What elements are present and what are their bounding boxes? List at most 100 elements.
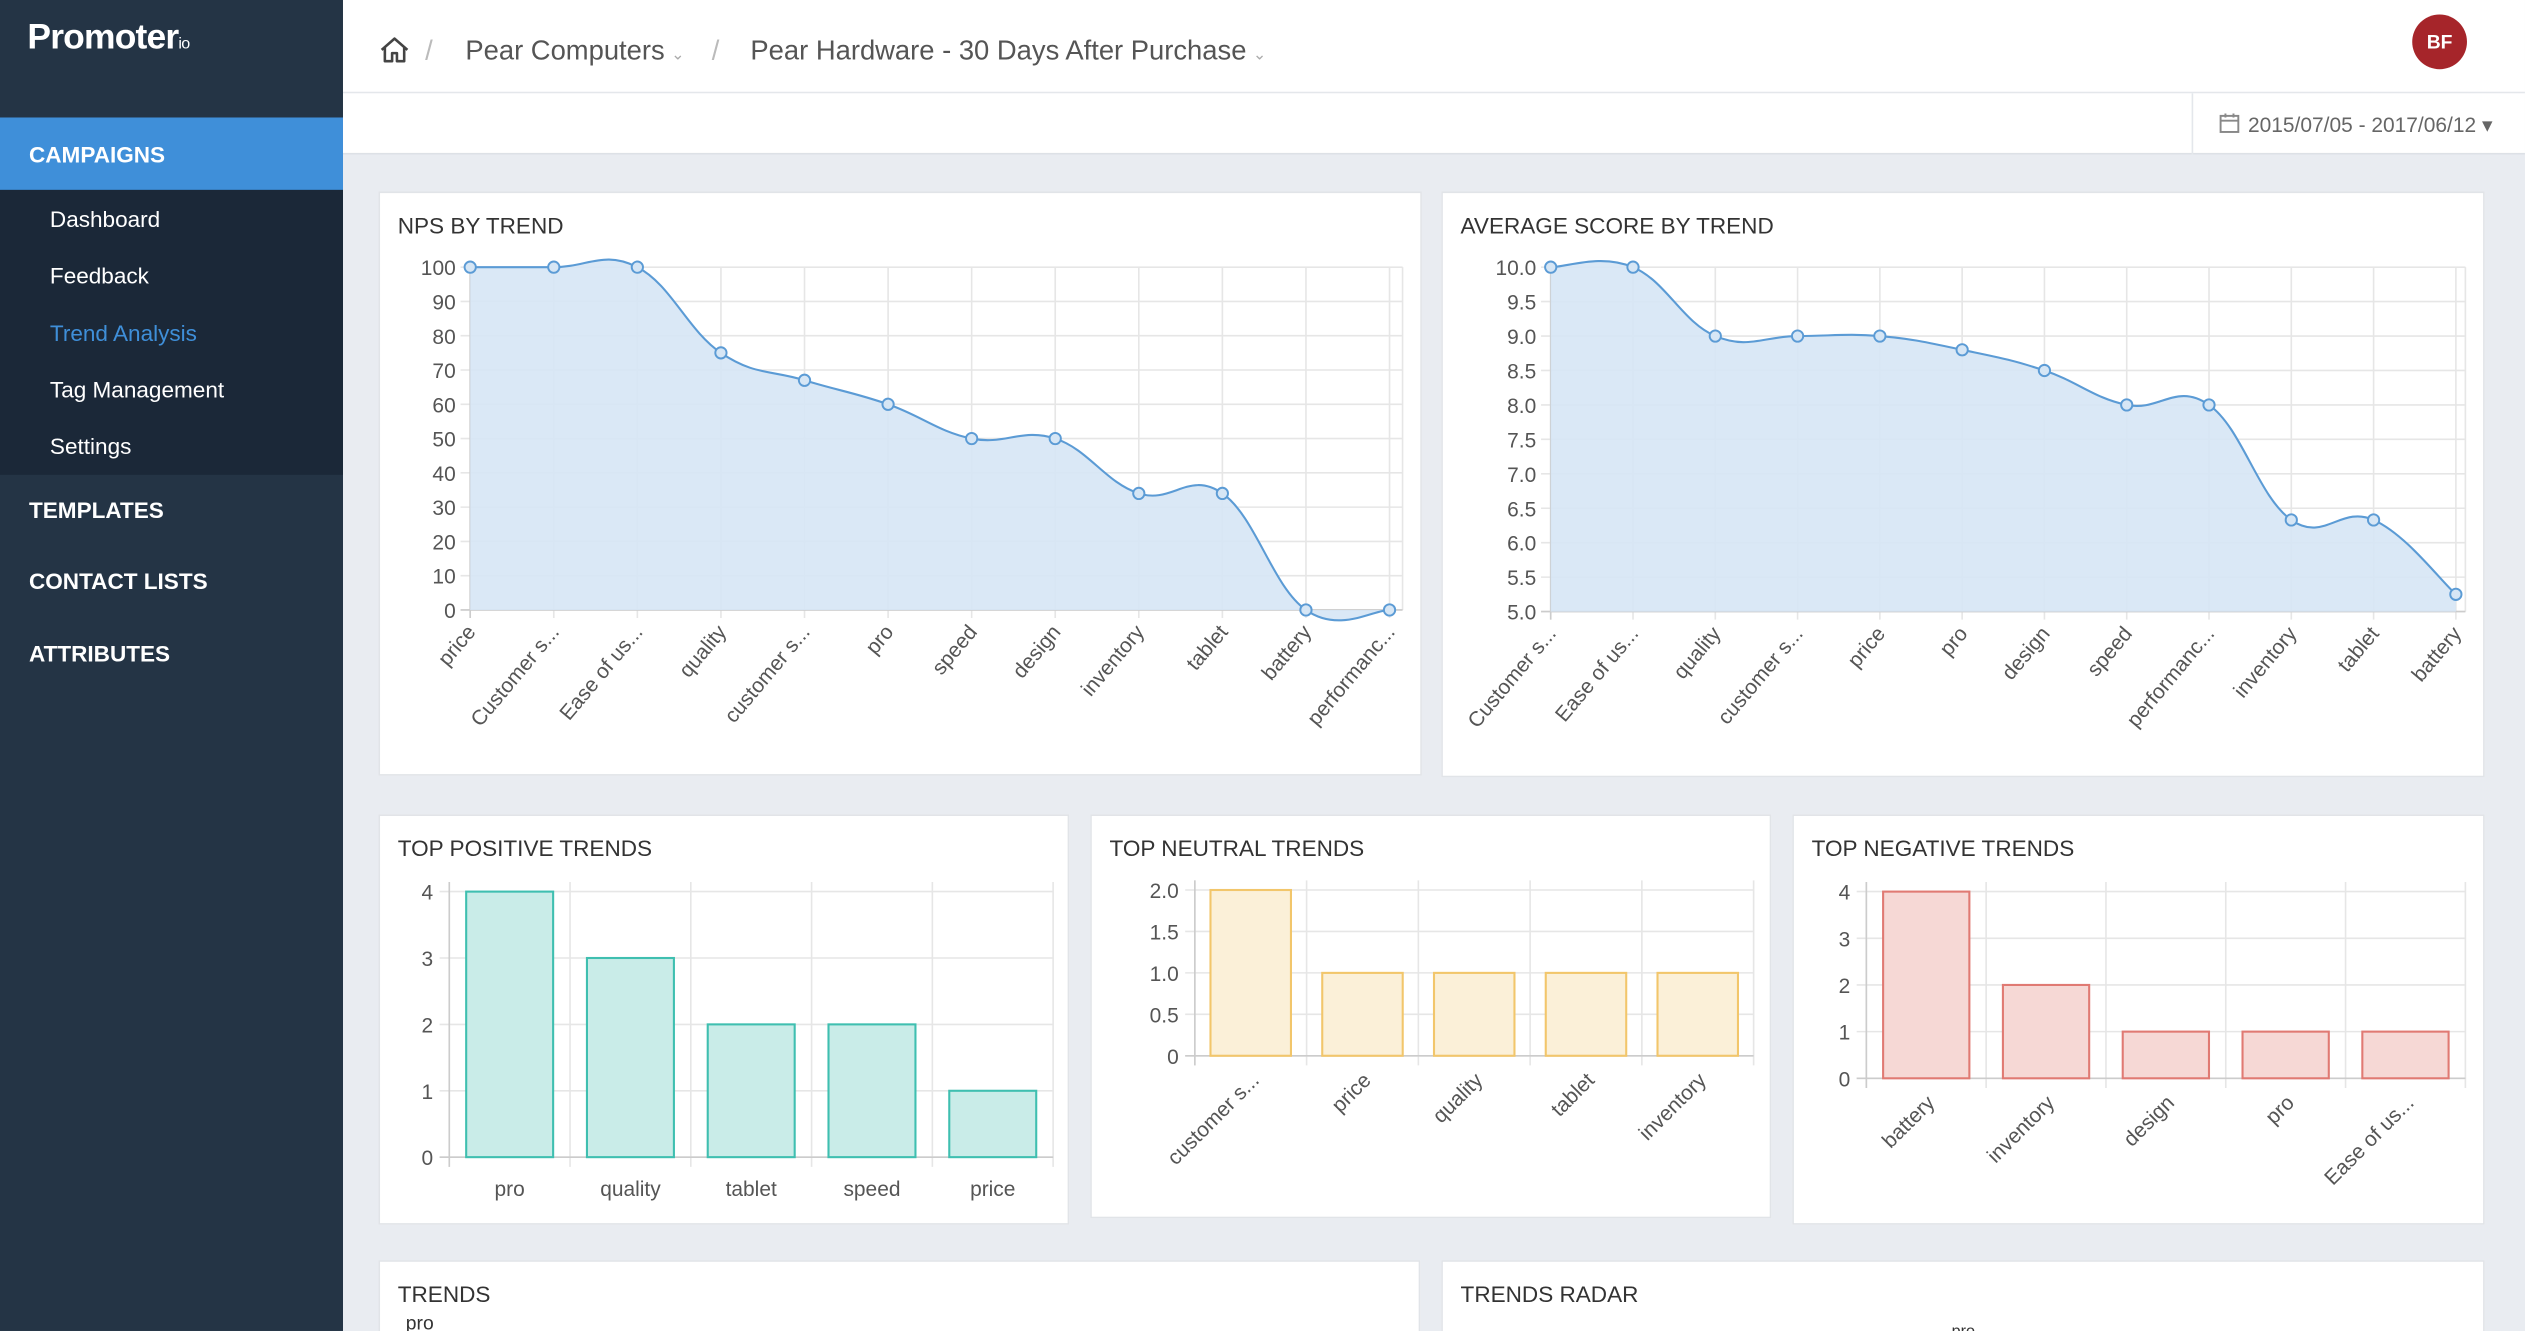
nav-campaigns-label: CAMPAIGNS bbox=[28, 141, 166, 168]
y-tick-label: 0 bbox=[444, 600, 456, 623]
data-point bbox=[714, 346, 728, 360]
y-tick-label: 8.5 bbox=[1507, 361, 1536, 384]
nav-campaigns[interactable]: CAMPAIGNS bbox=[0, 117, 343, 190]
breadcrumb-campaign[interactable]: Pear Hardware - 30 Days After Purchase ⌄ bbox=[750, 35, 1267, 66]
data-point bbox=[881, 397, 895, 411]
y-tick-label: 20 bbox=[432, 531, 455, 554]
data-point bbox=[2449, 587, 2463, 601]
bar bbox=[2241, 1030, 2330, 1080]
data-point bbox=[2037, 363, 2052, 378]
date-bar: 2015/07/05 - 2017/06/12 ▾ bbox=[342, 93, 2525, 155]
x-tick-label: Ease of us... bbox=[555, 621, 647, 725]
data-point bbox=[1955, 343, 1969, 357]
card-average-score-by-trend: AVERAGE SCORE BY TREND 5.0 5.5 6.0 6.5 7.0 7.… bbox=[1441, 191, 2485, 778]
card-trends: TRENDS pro bbox=[378, 1260, 1421, 1331]
y-tick-label: 0 bbox=[422, 1147, 434, 1170]
nav-contact-lists[interactable]: CONTACT LISTS bbox=[28, 568, 208, 594]
y-tick-label: 7.5 bbox=[1507, 429, 1536, 452]
data-point bbox=[630, 260, 644, 274]
user-avatar[interactable]: BF bbox=[2412, 14, 2467, 70]
bar bbox=[1432, 971, 1516, 1057]
card-top-positive-trends: TOP POSITIVE TRENDS 0 1 2 3 4 pro quality table… bbox=[378, 814, 1070, 1225]
x-tick-label: tablet bbox=[726, 1178, 777, 1201]
card-title: NPS BY TREND bbox=[397, 212, 564, 239]
data-point bbox=[463, 260, 477, 274]
x-tick-label: inventory bbox=[1635, 1068, 1712, 1145]
date-range-text: 2015/07/05 - 2017/06/12 ▾ bbox=[2247, 112, 2493, 137]
y-tick-label: 70 bbox=[432, 360, 455, 383]
y-tick-label: 4 bbox=[1839, 882, 1851, 905]
data-point bbox=[1873, 329, 1887, 343]
x-tick-label: battery bbox=[1258, 621, 1317, 685]
card-title: AVERAGE SCORE BY TREND bbox=[1460, 212, 1774, 239]
chevron-down-icon: ⌄ bbox=[671, 46, 685, 65]
trends-label: pro bbox=[405, 1311, 434, 1331]
subnav-tag-management[interactable]: Tag Management bbox=[49, 376, 225, 403]
y-tick-label: 30 bbox=[432, 497, 455, 520]
x-tick-label: quality bbox=[1669, 622, 1726, 683]
data-point bbox=[797, 373, 812, 387]
bar bbox=[2361, 1030, 2450, 1080]
y-tick-label: 0.5 bbox=[1150, 1004, 1179, 1027]
bar bbox=[1544, 971, 1628, 1057]
date-range-picker[interactable]: 2015/07/05 - 2017/06/12 ▾ bbox=[2191, 93, 2525, 155]
y-tick-label: 9.0 bbox=[1507, 326, 1536, 349]
y-tick-label: 3 bbox=[422, 948, 434, 971]
y-tick-label: 40 bbox=[432, 463, 455, 486]
bar bbox=[2001, 983, 2091, 1080]
nav-templates[interactable]: TEMPLATES bbox=[28, 497, 164, 524]
x-tick-label: pro bbox=[1935, 623, 1972, 661]
home-icon[interactable] bbox=[378, 35, 410, 64]
bar bbox=[948, 1089, 1038, 1159]
nav-attributes[interactable]: ATTRIBUTES bbox=[28, 640, 171, 667]
subnav-trend-analysis[interactable]: Trend Analysis bbox=[49, 320, 197, 347]
negative-chart: 0 1 2 3 4 battery inventory design pro Ease of us… bbox=[1839, 882, 2467, 1190]
bar bbox=[1321, 971, 1404, 1057]
x-tick-label: pro bbox=[2261, 1091, 2299, 1129]
x-tick-label: tablet bbox=[1547, 1069, 1600, 1122]
x-tick-label: inventory bbox=[1077, 621, 1150, 701]
y-tick-label: 1.0 bbox=[1150, 963, 1179, 986]
bar bbox=[465, 890, 555, 1159]
x-tick-label: pro bbox=[861, 621, 898, 659]
data-point bbox=[2284, 513, 2298, 527]
data-point bbox=[2202, 398, 2216, 412]
y-tick-label: 5.5 bbox=[1507, 567, 1536, 590]
breadcrumb-separator: / bbox=[425, 35, 433, 66]
y-tick-label: 6.0 bbox=[1507, 533, 1536, 556]
caret-down-icon: ▾ bbox=[2481, 112, 2493, 137]
x-tick-label: customer s... bbox=[1163, 1069, 1264, 1170]
x-tick-label: design bbox=[2119, 1091, 2179, 1151]
chevron-down-icon: ⌄ bbox=[1252, 46, 1267, 65]
y-tick-label: 50 bbox=[432, 429, 455, 452]
y-tick-label: 4 bbox=[422, 882, 434, 905]
positive-chart: 0 1 2 3 4 pro quality tablet speed price bbox=[422, 882, 1054, 1201]
subnav-settings[interactable]: Settings bbox=[49, 432, 132, 459]
data-point bbox=[1299, 603, 1313, 617]
y-tick-label: 60 bbox=[432, 394, 455, 417]
avg-score-chart: 5.0 5.5 6.0 6.5 7.0 7.5 8.0 8.5 9.0 9.5 10.0 Custom… bbox=[1463, 257, 2466, 732]
x-tick-label: quality bbox=[1428, 1068, 1487, 1127]
promoter-logo[interactable]: Promoterio bbox=[27, 16, 190, 57]
subnav-dashboard[interactable]: Dashboard bbox=[49, 206, 161, 232]
y-tick-label: 2.0 bbox=[1150, 880, 1179, 903]
breadcrumb-company[interactable]: Pear Computers ⌄ bbox=[465, 35, 685, 66]
x-tick-label: design bbox=[1008, 621, 1065, 683]
data-point bbox=[2120, 398, 2134, 412]
bar bbox=[2121, 1030, 2211, 1080]
x-tick-label: design bbox=[1997, 623, 2054, 685]
y-tick-label: 10.0 bbox=[1496, 257, 1537, 280]
bar bbox=[706, 1023, 796, 1159]
card-title: TOP NEGATIVE TRENDS bbox=[1811, 835, 2075, 862]
y-tick-label: 9.5 bbox=[1507, 292, 1536, 315]
neutral-chart: 0 0.5 1.0 1.5 2.0 customer s... price quality ta… bbox=[1150, 880, 1755, 1170]
y-tick-label: 5.0 bbox=[1507, 602, 1536, 625]
data-point bbox=[1544, 260, 1558, 274]
data-point bbox=[1790, 329, 1805, 343]
calendar-icon bbox=[2219, 113, 2240, 133]
subnav-feedback[interactable]: Feedback bbox=[49, 262, 149, 289]
y-tick-label: 8.0 bbox=[1507, 395, 1536, 418]
data-point bbox=[1382, 603, 1397, 617]
x-tick-label: inventory bbox=[1983, 1091, 2060, 1168]
